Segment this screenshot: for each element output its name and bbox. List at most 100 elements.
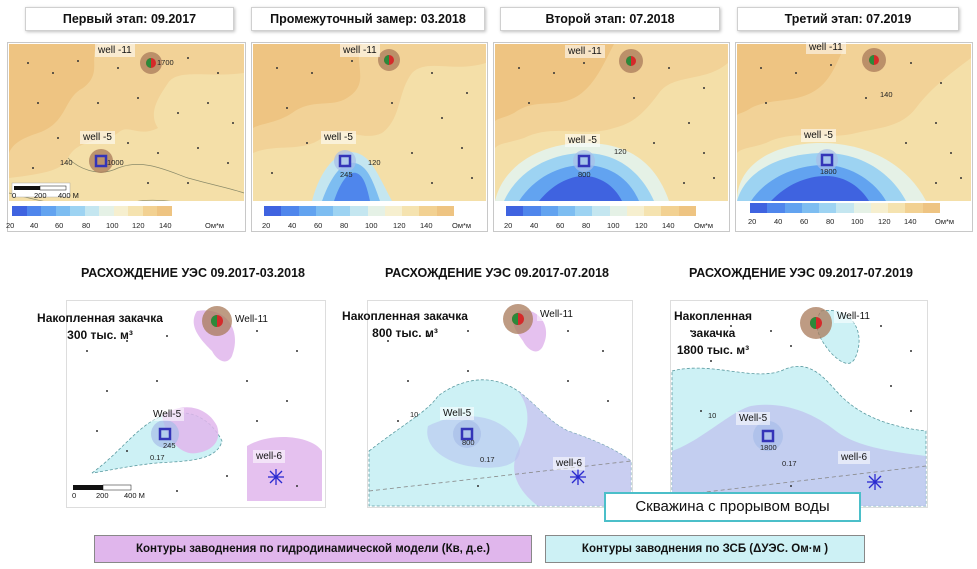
diff-3-injection-line-2: закачка: [690, 326, 736, 340]
panel-title-1: Первый этап: 09.2017: [25, 7, 234, 31]
diff-3-injection-line-3: 1800 тыс. м³: [676, 343, 750, 357]
colorbar-1-tick-120: 120: [132, 221, 145, 230]
map-4-graphic: [736, 43, 972, 231]
map-3-graphic: [494, 43, 729, 231]
map-3-well-5-label: well -5: [565, 134, 600, 147]
colorbar-4-tick-80: 80: [826, 217, 835, 226]
colorbar-2-tick-100: 100: [365, 221, 378, 230]
difference-map-1: [66, 300, 326, 508]
colorbar-2-tick-20: 20: [262, 221, 271, 230]
colorbar-4-tick-120: 120: [878, 217, 891, 226]
map-4-contour-label: 140: [880, 90, 893, 99]
colorbar-1-tick-20: 20: [6, 221, 15, 230]
colorbar-1-tick-80: 80: [82, 221, 91, 230]
map-3-value: 800: [578, 170, 591, 179]
map-1-graphic: [8, 43, 245, 231]
colorbar-4-tick-40: 40: [774, 217, 783, 226]
map-3-well-11-label: well -11: [565, 45, 605, 58]
diff-1-injection: Накопленная закачка 300 тыс. м³: [20, 310, 180, 344]
colorbar-4-tick-60: 60: [800, 217, 809, 226]
colorbar-1-unit: Ом*м: [205, 221, 225, 230]
difference-map-3: [670, 300, 928, 508]
colorbar-3-tick-80: 80: [582, 221, 591, 230]
diff-map-3-graphic: [671, 301, 927, 507]
diff-3-contour: 0.17: [782, 459, 797, 468]
map-1-well-11-label: well -11: [95, 44, 135, 57]
map-2-value: 245: [340, 170, 353, 179]
colorbar-4-tick-100: 100: [851, 217, 864, 226]
map-2-graphic: [252, 43, 487, 231]
panel-title-4: Третий этап: 07.2019: [737, 7, 959, 31]
panel-title-2: Промежуточный замер: 03.2018: [251, 7, 485, 31]
colorbar-2-tick-40: 40: [288, 221, 297, 230]
resistivity-map-2: [251, 42, 488, 232]
colorbar-3-tick-20: 20: [504, 221, 513, 230]
diff-map-1-graphic: [67, 301, 325, 507]
diff-2-well-5-label: Well-5: [440, 407, 475, 420]
colorbar-1: [12, 206, 173, 216]
colorbar-2-tick-120: 120: [393, 221, 406, 230]
colorbar-4: [750, 203, 940, 213]
colorbar-2-tick-140: 140: [420, 221, 433, 230]
diff-3-well-11-label: Well-11: [834, 310, 873, 323]
colorbar-3-tick-40: 40: [530, 221, 539, 230]
map-4-value: 1800: [820, 167, 837, 176]
map-2-well-5-label: well -5: [321, 131, 356, 144]
diff-1-well-11-label: Well-11: [232, 313, 271, 326]
diff-map-2-graphic: [368, 301, 632, 507]
colorbar-2-tick-60: 60: [314, 221, 323, 230]
map-4-well-5-label: well -5: [801, 129, 836, 142]
diff-1-contour: 0.17: [150, 453, 165, 462]
diff-1-injection-line-2: 300 тыс. м³: [67, 328, 133, 342]
diff-2-contour: 0.17: [480, 455, 495, 464]
map-4-well-11-label: well -11: [806, 41, 846, 54]
difference-map-2: [367, 300, 633, 508]
resistivity-map-4: [735, 42, 973, 232]
map-1-contour-label: 140: [60, 158, 73, 167]
colorbar-3-tick-120: 120: [635, 221, 648, 230]
diff-3-well-6-label: well-6: [838, 451, 871, 464]
scale-label-400: 400 М: [58, 191, 79, 200]
diff-title-2: РАСХОЖДЕНИЕ УЭС 09.2017-07.2018: [385, 266, 609, 280]
scale-label-0: 0: [12, 191, 17, 200]
diff-scale-200: 200: [96, 491, 109, 500]
diff-3-contour-10: 10: [708, 411, 717, 420]
colorbar-2-unit: Ом*м: [452, 221, 472, 230]
diff-2-injection-line-1: Накопленная закачка: [342, 309, 468, 323]
diff-3-injection-line-1: Накопленная: [673, 309, 753, 323]
diff-scale-0: 0: [72, 491, 77, 500]
colorbar-3-tick-60: 60: [556, 221, 565, 230]
diff-2-well-6-label: well-6: [553, 457, 586, 470]
colorbar-3: [506, 206, 696, 216]
colorbar-1-tick-40: 40: [30, 221, 39, 230]
resistivity-map-3: [493, 42, 730, 232]
diff-1-well-5-label: Well-5: [150, 408, 185, 421]
colorbar-4-tick-140: 140: [904, 217, 917, 226]
diff-2-contour-10: 10: [410, 410, 419, 419]
colorbar-3-tick-140: 140: [662, 221, 675, 230]
diff-2-well-11-label: Well-11: [537, 308, 576, 321]
colorbar-3-tick-100: 100: [607, 221, 620, 230]
panel-title-3: Второй этап: 07.2018: [500, 7, 720, 31]
diff-1-injection-line-1: Накопленная закачка: [37, 311, 163, 325]
colorbar-1-tick-100: 100: [106, 221, 119, 230]
diff-scale-400: 400 М: [124, 491, 145, 500]
colorbar-2: [264, 206, 454, 216]
legend-zsb: Контуры заводнения по ЗСБ (ΔУЭС. Ом·м ): [545, 535, 865, 563]
legend-hydro-model: Контуры заводнения по гидродинамической …: [94, 535, 532, 563]
diff-3-well-5-label: Well-5: [736, 412, 771, 425]
diff-title-1: РАСХОЖДЕНИЕ УЭС 09.2017-03.2018: [81, 266, 305, 280]
map-2-contour-label: 120: [368, 158, 381, 167]
diff-1-well-6-label: well-6: [253, 450, 286, 463]
diff-2-injection-line-2: 800 тыс. м³: [372, 326, 438, 340]
scale-label-200: 200: [34, 191, 47, 200]
diff-1-value: 245: [163, 441, 176, 450]
colorbar-1-tick-140: 140: [159, 221, 172, 230]
diff-title-3: РАСХОЖДЕНИЕ УЭС 09.2017-07.2019: [689, 266, 913, 280]
diff-2-value: 800: [462, 438, 475, 447]
resistivity-map-1: [7, 42, 246, 232]
colorbar-4-unit: Ом*м: [935, 217, 955, 226]
colorbar-4-tick-20: 20: [748, 217, 757, 226]
map-1-well-5-label: well -5: [80, 131, 115, 144]
diff-2-injection: Накопленная закачка 800 тыс. м³: [325, 308, 485, 342]
